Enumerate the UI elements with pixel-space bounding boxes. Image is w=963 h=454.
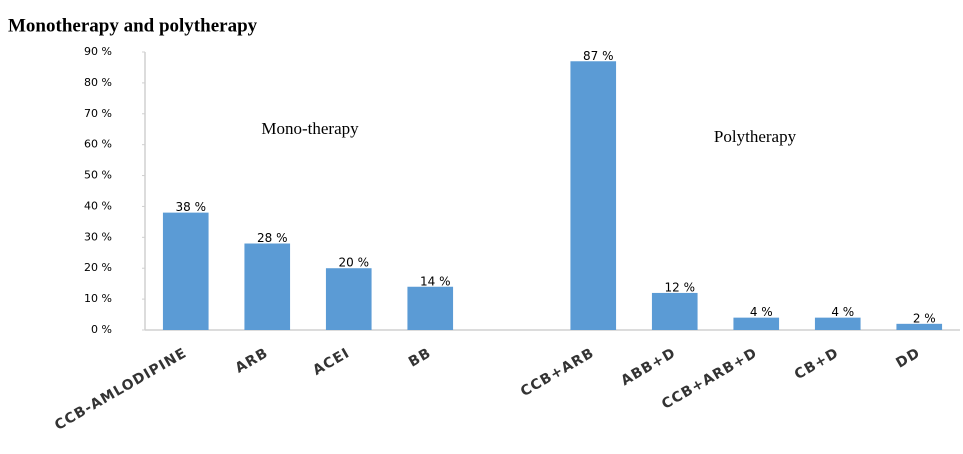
y-tick-label: 50 %	[84, 169, 112, 182]
chart-title: Monotherapy and polytherapy	[8, 15, 258, 36]
y-tick-label: 70 %	[84, 107, 112, 120]
x-tick-label: CCB-AMLODIPINE	[52, 345, 190, 434]
value-label: 4 %	[831, 305, 854, 319]
value-label: 14 %	[420, 274, 451, 288]
y-tick-label: 10 %	[84, 292, 112, 305]
y-tick-label: 90 %	[84, 45, 112, 58]
bar	[733, 317, 780, 330]
value-label: 28 %	[257, 231, 288, 245]
value-label: 12 %	[665, 280, 696, 294]
y-tick-label: 80 %	[84, 76, 112, 89]
value-label: 87 %	[583, 49, 614, 63]
y-tick-label: 20 %	[84, 261, 112, 274]
x-tick-label: CB+D	[792, 345, 842, 383]
bar	[244, 243, 291, 330]
x-tick-label: ABB+D	[618, 345, 678, 389]
x-tick-label: ACEI	[310, 345, 353, 379]
y-tick-label: 60 %	[84, 138, 112, 151]
x-tick-label: CCB+ARB	[518, 345, 597, 400]
value-label: 38 %	[176, 200, 207, 214]
y-tick-label: 0 %	[91, 323, 112, 336]
bar	[570, 61, 617, 331]
bar	[651, 292, 698, 330]
annotation: Polytherapy	[714, 127, 797, 146]
x-tick-label: BB	[406, 345, 434, 371]
value-label: 4 %	[750, 305, 773, 319]
bar	[162, 212, 209, 330]
value-label: 20 %	[339, 256, 370, 270]
y-tick-label: 30 %	[84, 230, 112, 243]
x-tick-label: ARB	[233, 345, 272, 377]
bar	[407, 286, 454, 330]
bar	[896, 323, 943, 330]
annotation: Mono-therapy	[261, 119, 359, 138]
bar	[814, 317, 861, 330]
value-label: 2 %	[913, 311, 936, 325]
y-tick-label: 40 %	[84, 199, 112, 212]
x-tick-label: DD	[893, 345, 923, 371]
bar	[325, 268, 372, 330]
